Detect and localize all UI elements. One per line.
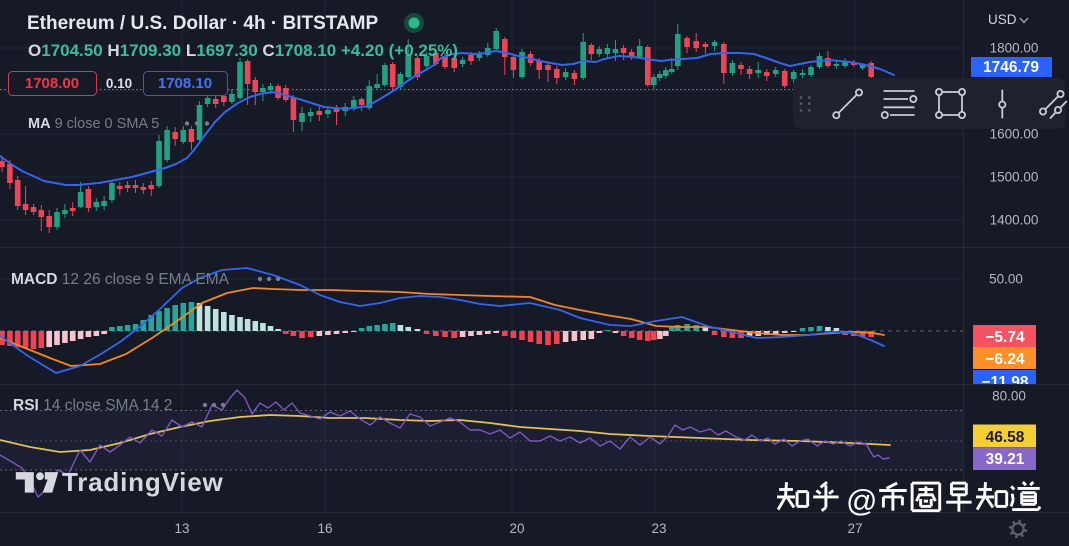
svg-text:20: 20 — [509, 521, 524, 536]
svg-text:1800.00: 1800.00 — [990, 41, 1039, 56]
svg-text:TradingView: TradingView — [62, 467, 223, 497]
svg-text:39.21: 39.21 — [986, 451, 1025, 468]
svg-text:1400.00: 1400.00 — [990, 213, 1039, 228]
svg-text:1746.79: 1746.79 — [983, 59, 1039, 76]
svg-text:MA 9 close 0 SMA 5: MA 9 close 0 SMA 5 — [28, 116, 159, 132]
svg-text:50.00: 50.00 — [989, 272, 1023, 287]
svg-text:USD: USD — [988, 12, 1017, 27]
svg-text:1600.00: 1600.00 — [990, 127, 1039, 142]
svg-text:−5.74: −5.74 — [985, 329, 1025, 346]
svg-text:16: 16 — [317, 521, 332, 536]
svg-text:0.10: 0.10 — [106, 76, 132, 91]
svg-text:@: @ — [846, 483, 877, 518]
svg-text:O1704.50 H1709.30 L1697.30 C17: O1704.50 H1709.30 L1697.30 C1708.10 +4.2… — [28, 41, 458, 60]
svg-text:23: 23 — [651, 521, 666, 536]
svg-text:80.00: 80.00 — [992, 389, 1026, 404]
svg-text:46.58: 46.58 — [986, 429, 1025, 446]
svg-text:13: 13 — [174, 521, 189, 536]
svg-text:Ethereum / U.S. Dollar · 4h ·: Ethereum / U.S. Dollar · 4h · BITSTAMP — [27, 13, 379, 34]
svg-text:1708.00: 1708.00 — [25, 75, 79, 92]
svg-text:27: 27 — [847, 521, 862, 536]
svg-text:RSI 14 close SMA 14 2: RSI 14 close SMA 14 2 — [13, 397, 172, 414]
svg-text:−6.24: −6.24 — [985, 351, 1025, 368]
svg-text:MACD 12 26 close 9 EMA EMA: MACD 12 26 close 9 EMA EMA — [11, 271, 230, 288]
svg-text:1708.10: 1708.10 — [158, 75, 212, 92]
svg-text:−11.98: −11.98 — [982, 374, 1029, 391]
svg-text:1500.00: 1500.00 — [990, 170, 1039, 185]
